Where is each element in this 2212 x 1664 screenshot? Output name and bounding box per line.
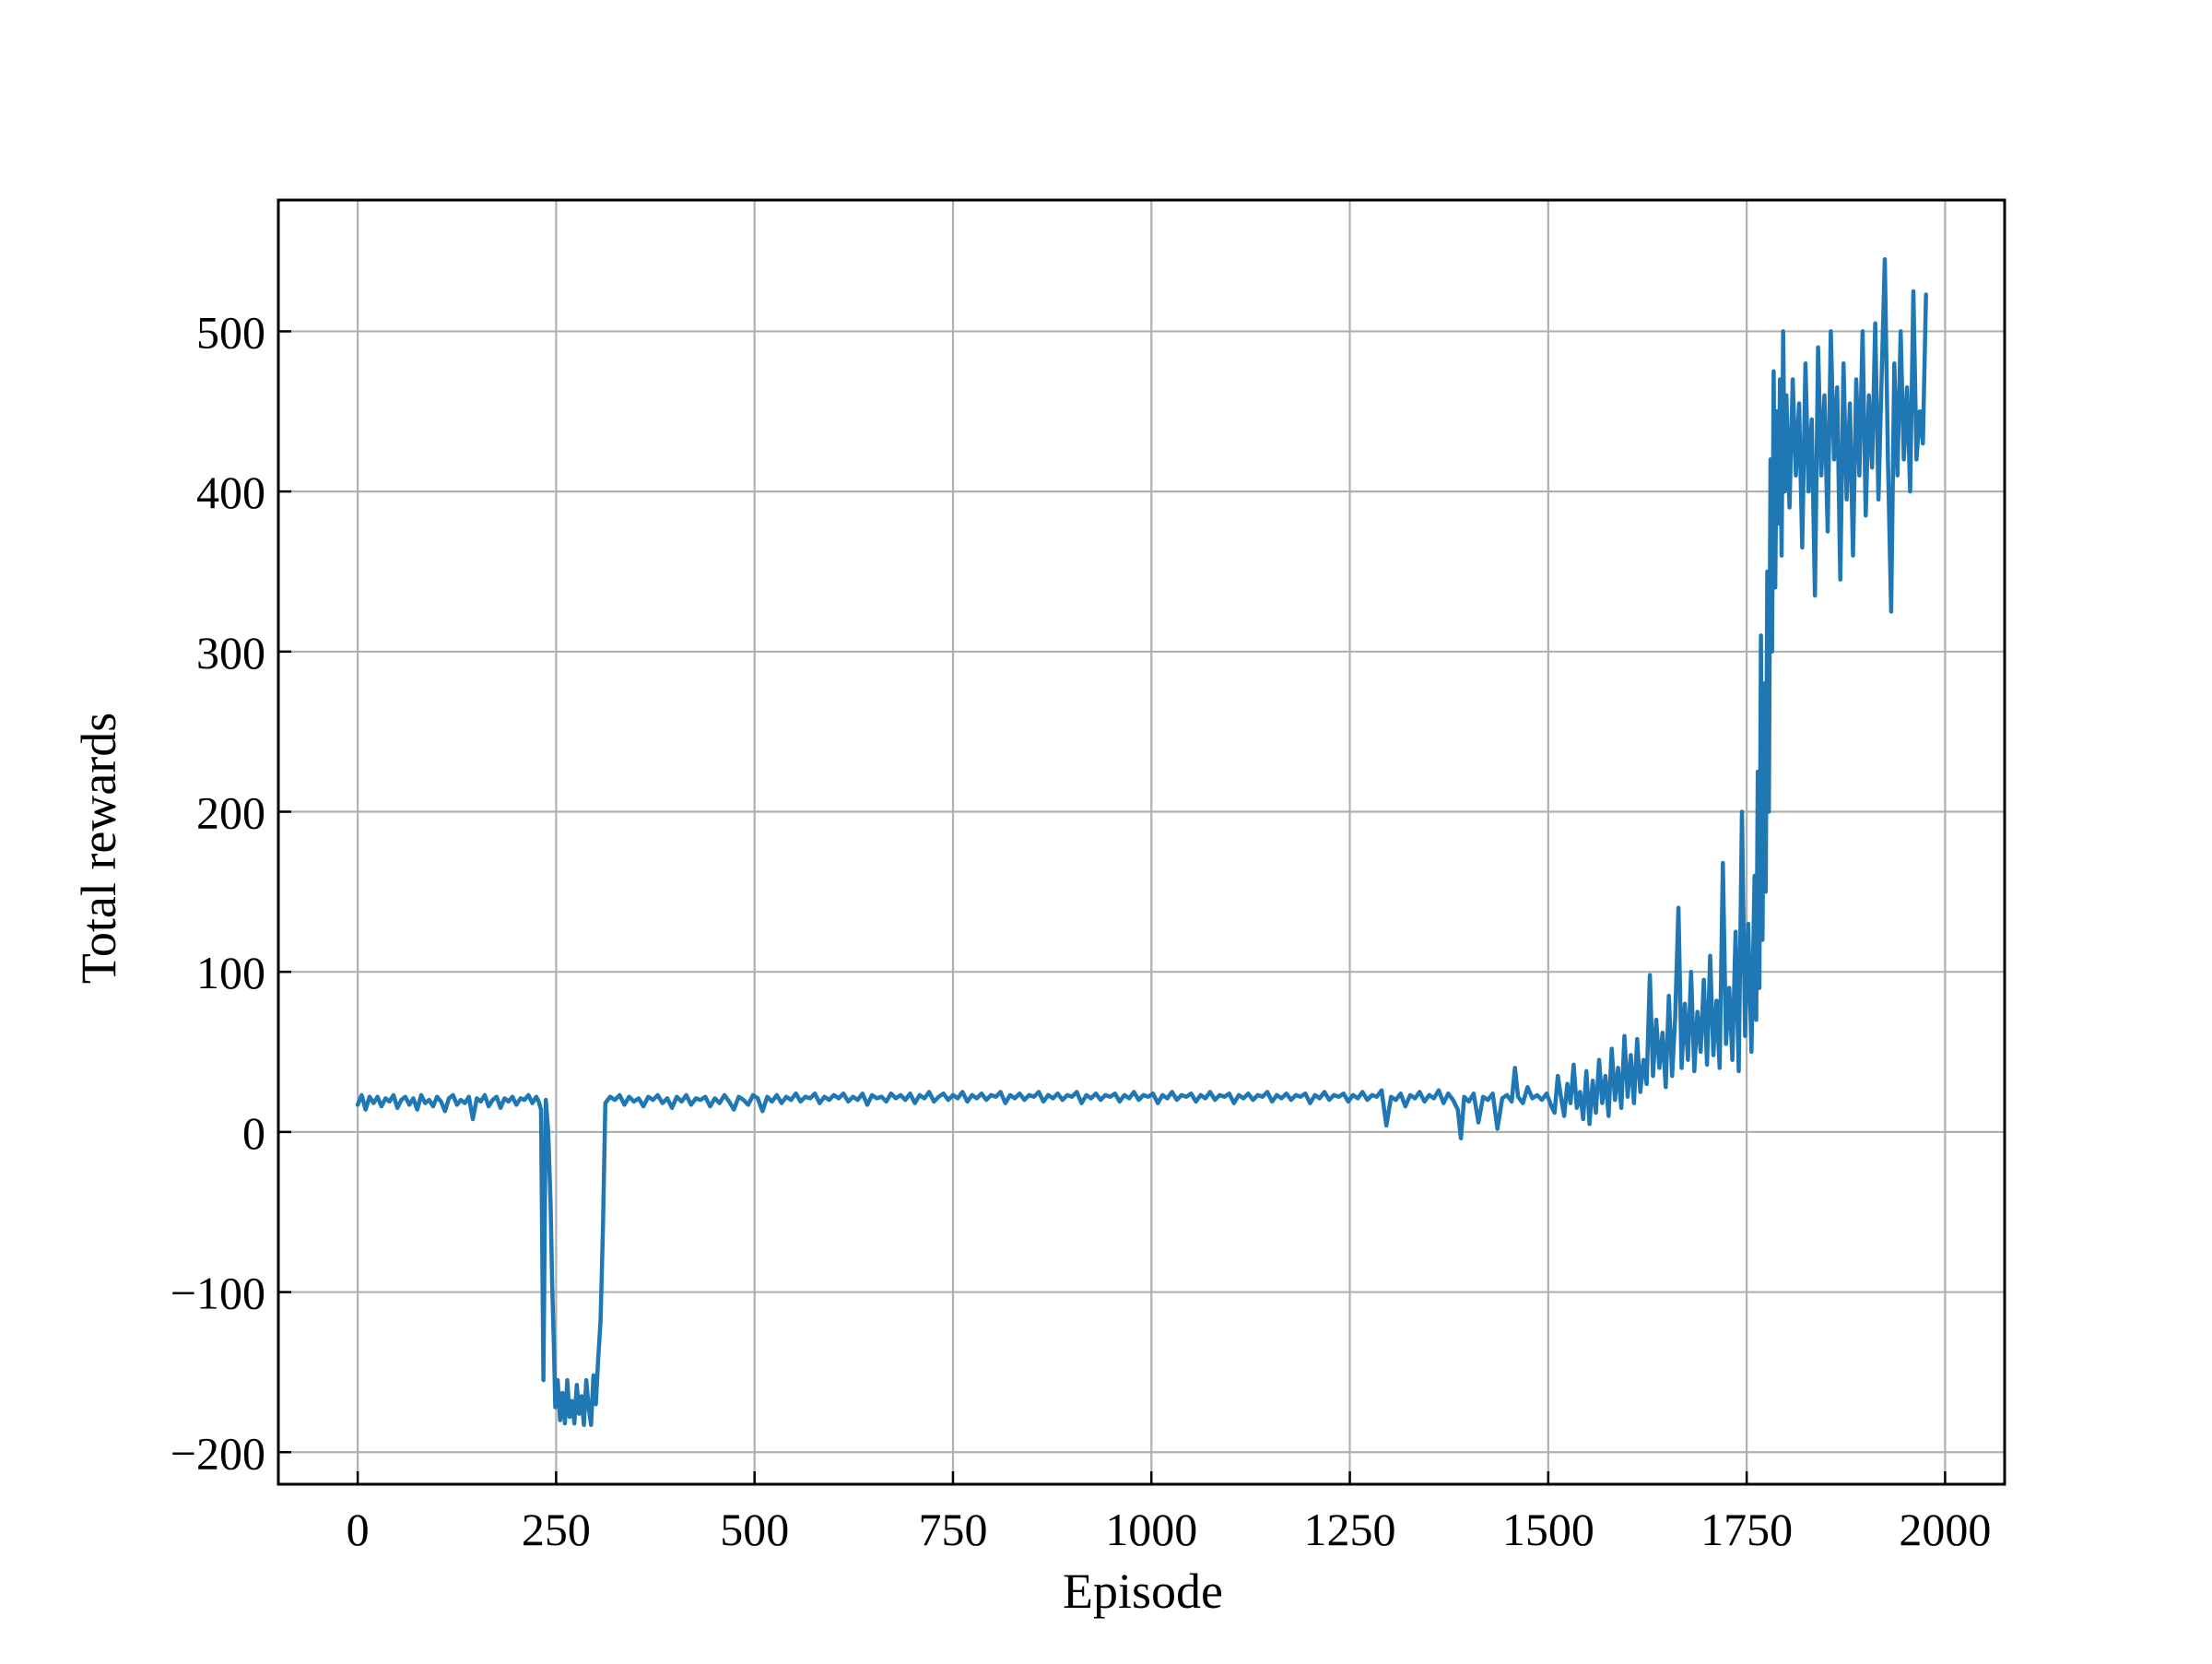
- axes-frame: [276, 198, 2006, 1486]
- y-tick-label: 200: [196, 786, 265, 838]
- x-tick-label: 750: [918, 1504, 987, 1555]
- x-tick-label: 0: [347, 1504, 370, 1555]
- y-tick-label: −100: [171, 1268, 265, 1319]
- y-tick-label: 400: [196, 466, 265, 518]
- x-tick-label: 250: [522, 1504, 591, 1555]
- x-tick-label: 1000: [1105, 1504, 1197, 1555]
- plot-frame: [276, 198, 2006, 1486]
- x-tick-label: 1750: [1700, 1504, 1793, 1555]
- series-line: [355, 257, 1928, 1427]
- x-tick-label: 1250: [1304, 1504, 1396, 1555]
- y-tick-label: 100: [196, 947, 265, 998]
- series-layer: [355, 257, 1928, 1427]
- x-tick-label: 1500: [1502, 1504, 1594, 1555]
- y-tick-label: 500: [196, 306, 265, 358]
- x-tick-label: 2000: [1899, 1504, 1991, 1555]
- x-tick-label: 500: [720, 1504, 789, 1555]
- grid: [278, 200, 2005, 1484]
- y-tick-label: 0: [242, 1107, 265, 1159]
- y-tick-label: −200: [171, 1427, 265, 1479]
- y-axis-label: Total rewards: [71, 713, 126, 985]
- axis-ticks: 0 250 500 750 1000 1250 1500 1750 2000 −200 −100 0 1…: [171, 306, 1992, 1555]
- y-tick-label: 300: [196, 627, 265, 679]
- x-axis-label: Episode: [1063, 1564, 1223, 1619]
